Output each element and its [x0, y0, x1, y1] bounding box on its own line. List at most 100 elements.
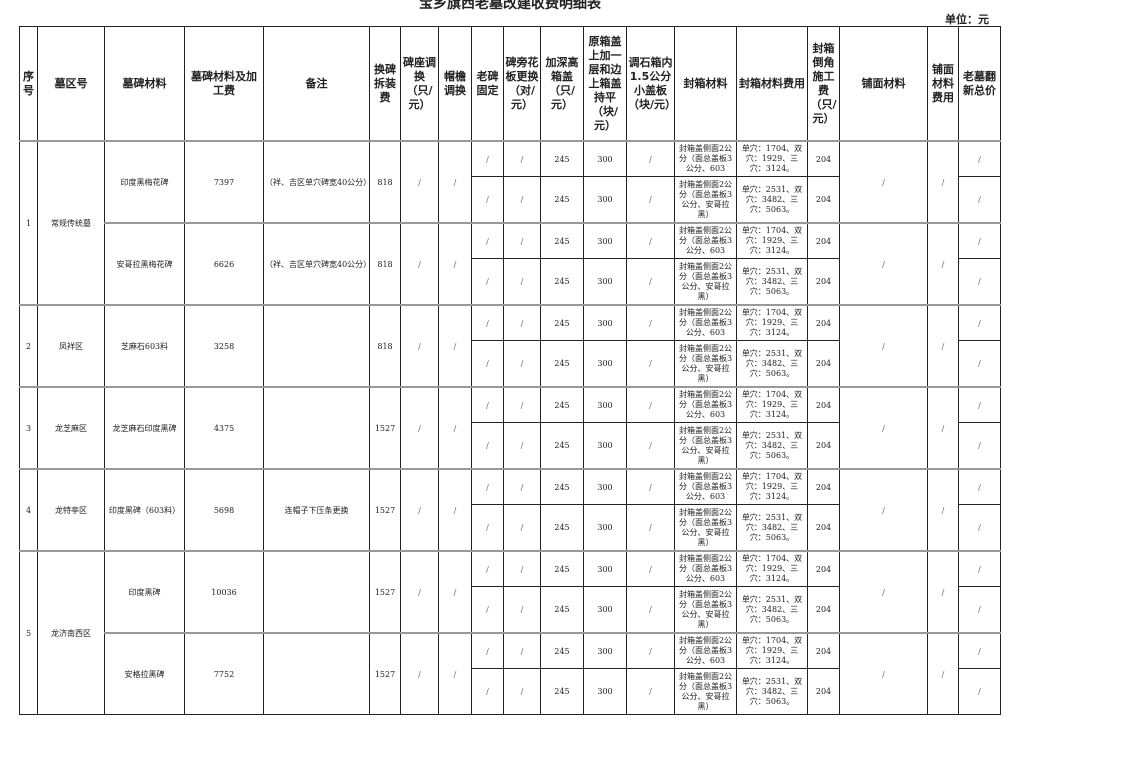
seal-material-cell: 封箱盖侧面2公分（面总盖板3公分、603 [674, 222, 737, 259]
zone-cell: 龙特亭区 [37, 468, 105, 552]
replace-fee-cell: 1527 [369, 386, 401, 470]
chamfer-fee-cell: 204 [807, 304, 840, 341]
paving-material-cell: / [839, 140, 928, 224]
side-panel-cell: / [503, 258, 541, 306]
replace-fee-cell: 818 [369, 304, 401, 388]
seal-cost-cell: 单穴：1704、双穴：1929、三穴：3124。 [736, 550, 808, 587]
seal-material-cell: 封箱盖侧面2公分（面总盖板3公分、安哥拉黑） [674, 504, 737, 552]
extra-lid-cell: 300 [583, 222, 627, 259]
material-cell: 龙芝麻石印度黑碑 [104, 386, 185, 470]
column-header: 墓碑材料及加工费 [184, 26, 264, 142]
deep-lid-cell: 245 [540, 386, 584, 423]
brim-swap-cell: / [438, 222, 472, 306]
paving-material-cell: / [839, 632, 928, 715]
total-cell: / [958, 668, 1001, 715]
base-swap-cell: / [400, 468, 439, 552]
old-fix-cell: / [471, 668, 504, 715]
small-lid-cell: / [626, 550, 675, 587]
total-cell: / [958, 258, 1001, 306]
extra-lid-cell: 300 [583, 340, 627, 388]
seal-material-cell: 封箱盖侧面2公分（面总盖板3公分、603 [674, 140, 737, 177]
old-fix-cell: / [471, 304, 504, 341]
seal-cost-cell: 单穴：1704、双穴：1929、三穴：3124。 [736, 140, 808, 177]
seal-cost-cell: 单穴：1704、双穴：1929、三穴：3124。 [736, 222, 808, 259]
chamfer-fee-cell: 204 [807, 550, 840, 587]
material-fee-cell: 4375 [184, 386, 264, 470]
column-header: 碑旁花板更换（对/元） [503, 26, 541, 142]
small-lid-cell: / [626, 504, 675, 552]
brim-swap-cell: / [438, 468, 472, 552]
column-header: 封箱倒角施工费（只/元） [807, 26, 840, 142]
note-cell [263, 632, 370, 715]
chamfer-fee-cell: 204 [807, 222, 840, 259]
total-cell: / [958, 586, 1001, 634]
seq-cell: 3 [19, 386, 38, 470]
fee-table: 序号 墓区号 墓碑材料 墓碑材料及加工费 备注 换碑拆装费 碑座调换（只/元） 帽檐调换 老碑固… [19, 26, 1001, 715]
small-lid-cell: / [626, 668, 675, 715]
column-header: 墓区号 [37, 26, 105, 142]
side-panel-cell: / [503, 140, 541, 177]
seal-material-cell: 封箱盖侧面2公分（面总盖板3公分、安哥拉黑） [674, 176, 737, 224]
total-cell: / [958, 176, 1001, 224]
base-swap-cell: / [400, 222, 439, 306]
paving-cost-cell: / [927, 386, 959, 470]
side-panel-cell: / [503, 504, 541, 552]
deep-lid-cell: 245 [540, 668, 584, 715]
seal-cost-cell: 单穴：1704、双穴：1929、三穴：3124。 [736, 468, 808, 505]
deep-lid-cell: 245 [540, 140, 584, 177]
seal-material-cell: 封箱盖侧面2公分（面总盖板3公分、安哥拉黑） [674, 340, 737, 388]
side-panel-cell: / [503, 176, 541, 224]
base-swap-cell: / [400, 550, 439, 634]
side-panel-cell: / [503, 340, 541, 388]
material-cell: 印度黑碑 [104, 550, 185, 634]
paving-material-cell: / [839, 550, 928, 634]
base-swap-cell: / [400, 632, 439, 715]
seal-material-cell: 封箱盖侧面2公分（面总盖板3公分、安哥拉黑） [674, 422, 737, 470]
chamfer-fee-cell: 204 [807, 668, 840, 715]
seal-material-cell: 封箱盖侧面2公分（面总盖板3公分、安哥拉黑） [674, 668, 737, 715]
side-panel-cell: / [503, 422, 541, 470]
total-cell: / [958, 222, 1001, 259]
seal-cost-cell: 单穴：2531、双穴：3482、三穴：5063。 [736, 258, 808, 306]
side-panel-cell: / [503, 386, 541, 423]
extra-lid-cell: 300 [583, 586, 627, 634]
seq-cell: 4 [19, 468, 38, 552]
chamfer-fee-cell: 204 [807, 468, 840, 505]
material-fee-cell: 6626 [184, 222, 264, 306]
seal-cost-cell: 单穴：2531、双穴：3482、三穴：5063。 [736, 504, 808, 552]
total-cell: / [958, 468, 1001, 505]
chamfer-fee-cell: 204 [807, 632, 840, 669]
extra-lid-cell: 300 [583, 258, 627, 306]
seal-cost-cell: 单穴：2531、双穴：3482、三穴：5063。 [736, 176, 808, 224]
seal-cost-cell: 单穴：2531、双穴：3482、三穴：5063。 [736, 340, 808, 388]
old-fix-cell: / [471, 586, 504, 634]
total-cell: / [958, 304, 1001, 341]
seal-material-cell: 封箱盖侧面2公分（面总盖板3公分、603 [674, 386, 737, 423]
paving-material-cell: / [839, 304, 928, 388]
column-header: 序号 [19, 26, 38, 142]
table-row: //245 300/封箱盖侧面2公分（面总盖板3公分、安哥拉黑） 单穴：2531、双… [20, 422, 1001, 470]
zone-cell: 龙芝麻区 [37, 386, 105, 470]
column-header: 碑座调换（只/元） [400, 26, 439, 142]
paving-cost-cell: / [927, 468, 959, 552]
paving-material-cell: / [839, 386, 928, 470]
small-lid-cell: / [626, 176, 675, 224]
column-header: 墓碑材料 [104, 26, 185, 142]
table-row: 3 龙芝麻区 龙芝麻石印度黑碑 4375 1527// //245 300/封箱盖侧面2公分… [19, 386, 1001, 470]
replace-fee-cell: 1527 [369, 632, 401, 715]
small-lid-cell: / [626, 468, 675, 505]
material-cell: 安格拉黑碑 [104, 632, 185, 715]
base-swap-cell: / [400, 140, 439, 224]
small-lid-cell: / [626, 340, 675, 388]
note-cell: （祥、吉区单穴碑宽40公分） [263, 222, 370, 306]
page-title: 宝乡旗西老墓改建收费明细表 [419, 0, 601, 12]
extra-lid-cell: 300 [583, 468, 627, 505]
paving-cost-cell: / [927, 222, 959, 306]
old-fix-cell: / [471, 222, 504, 259]
replace-fee-cell: 1527 [369, 468, 401, 552]
material-fee-cell: 7752 [184, 632, 264, 715]
total-cell: / [958, 504, 1001, 552]
table-body: 1 常规传统墓 印度黑梅花碑 7397 （祥、吉区单穴碑宽40公分） 818// //245… [19, 140, 1001, 715]
total-cell: / [958, 386, 1001, 423]
unit-label: 单位：元 [945, 13, 989, 26]
